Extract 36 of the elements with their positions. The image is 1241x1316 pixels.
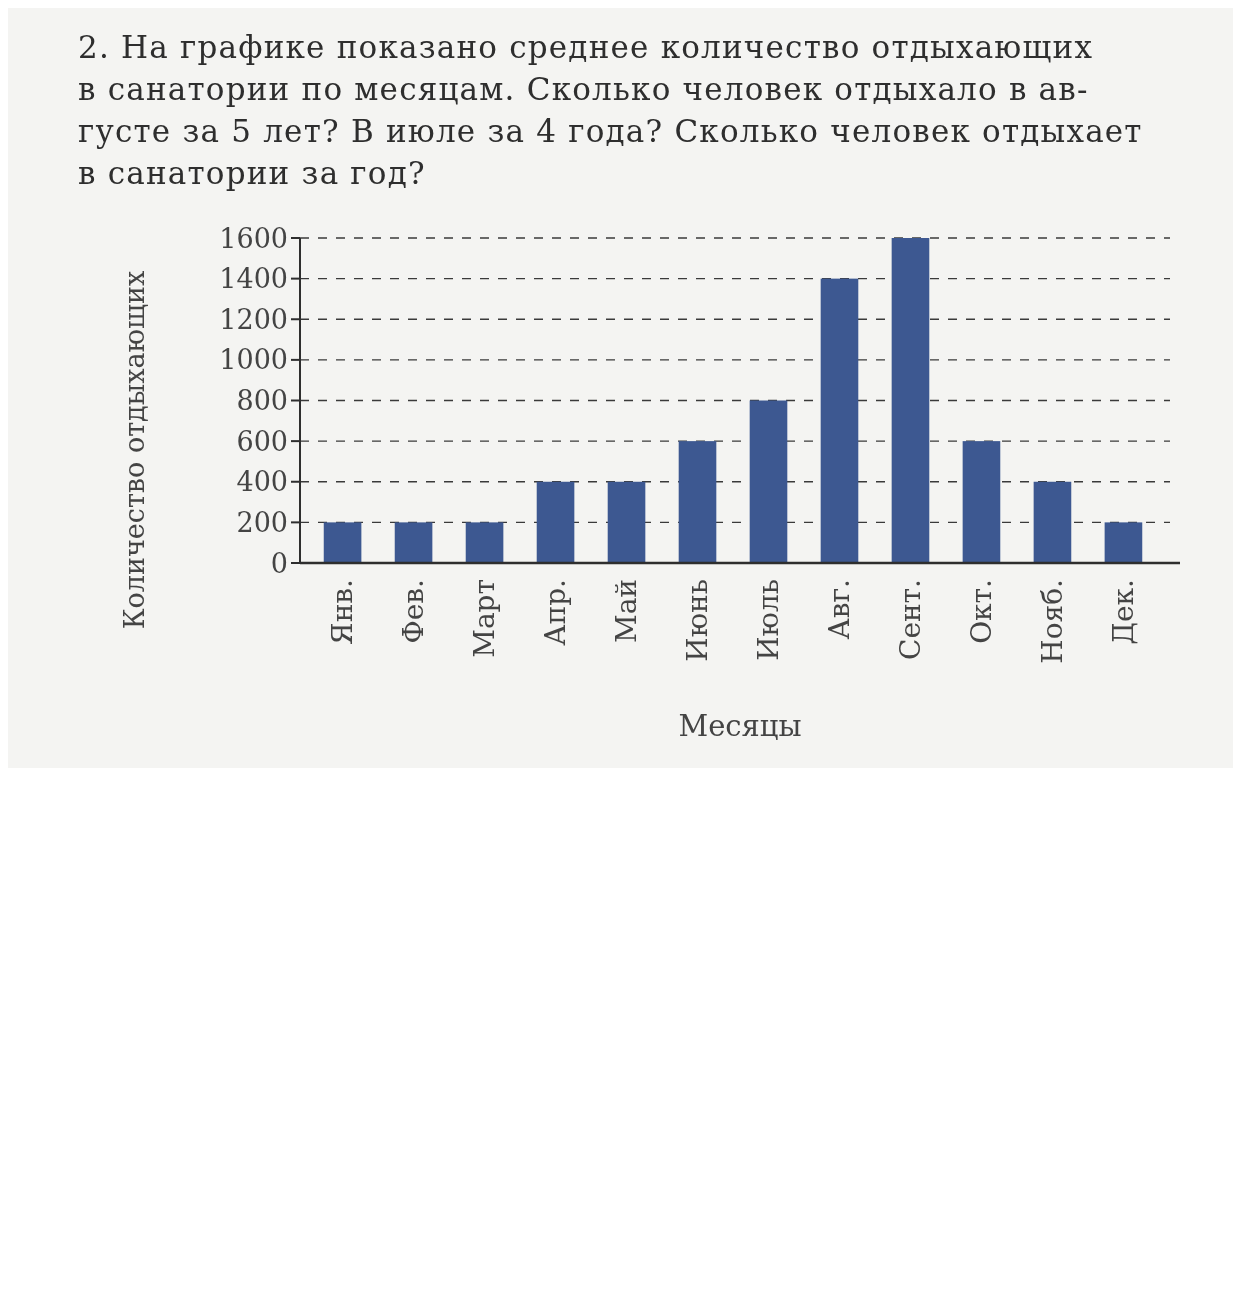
x-tick-label: Апр. (539, 579, 573, 646)
bar (749, 400, 788, 563)
y-axis-title: Количество отдыхающих (118, 270, 150, 630)
bar (962, 441, 1001, 563)
x-tick-label: Июнь (681, 579, 715, 662)
x-tick-label: Дек. (1106, 579, 1140, 645)
bar (820, 278, 859, 563)
x-tick-label: Июль (751, 579, 785, 661)
bar (607, 481, 646, 563)
y-tick-label: 800 (236, 385, 288, 416)
x-tick-label: Май (610, 579, 644, 644)
bar (323, 522, 362, 563)
x-tick-label: Нояб. (1035, 579, 1069, 664)
x-tick-label: Янв. (326, 579, 360, 645)
y-tick-label: 0 (270, 547, 288, 579)
x-axis-title: Месяцы (678, 709, 802, 743)
bar (394, 522, 433, 563)
y-tick-label: 1600 (219, 222, 288, 254)
y-tick-label: 1000 (219, 344, 288, 376)
bar (1104, 522, 1143, 563)
bar (678, 441, 717, 563)
x-tick-label: Фев. (397, 579, 431, 644)
bar (465, 522, 504, 563)
bar (1033, 481, 1072, 563)
x-tick-label: Авг. (822, 579, 856, 640)
y-tick-label: 1400 (219, 263, 288, 295)
y-tick-label: 200 (236, 506, 288, 538)
y-tick-label: 400 (236, 466, 288, 498)
bar (891, 238, 930, 563)
bar (536, 481, 575, 563)
x-tick-label: Сент. (893, 579, 927, 661)
x-tick-label: Окт. (964, 579, 998, 644)
y-tick-label: 600 (236, 425, 288, 457)
x-tick-label: Март (468, 579, 502, 658)
chart-title: 2. На графике показано среднее количество отдыхающих в санатории по месяцам. Сколько человек отдыхало в ав- густе за 5 лет? В июле за 4 года? Сколько человек отдыхает в санатории за год? (78, 29, 1143, 191)
y-tick-label: 1200 (219, 303, 288, 335)
